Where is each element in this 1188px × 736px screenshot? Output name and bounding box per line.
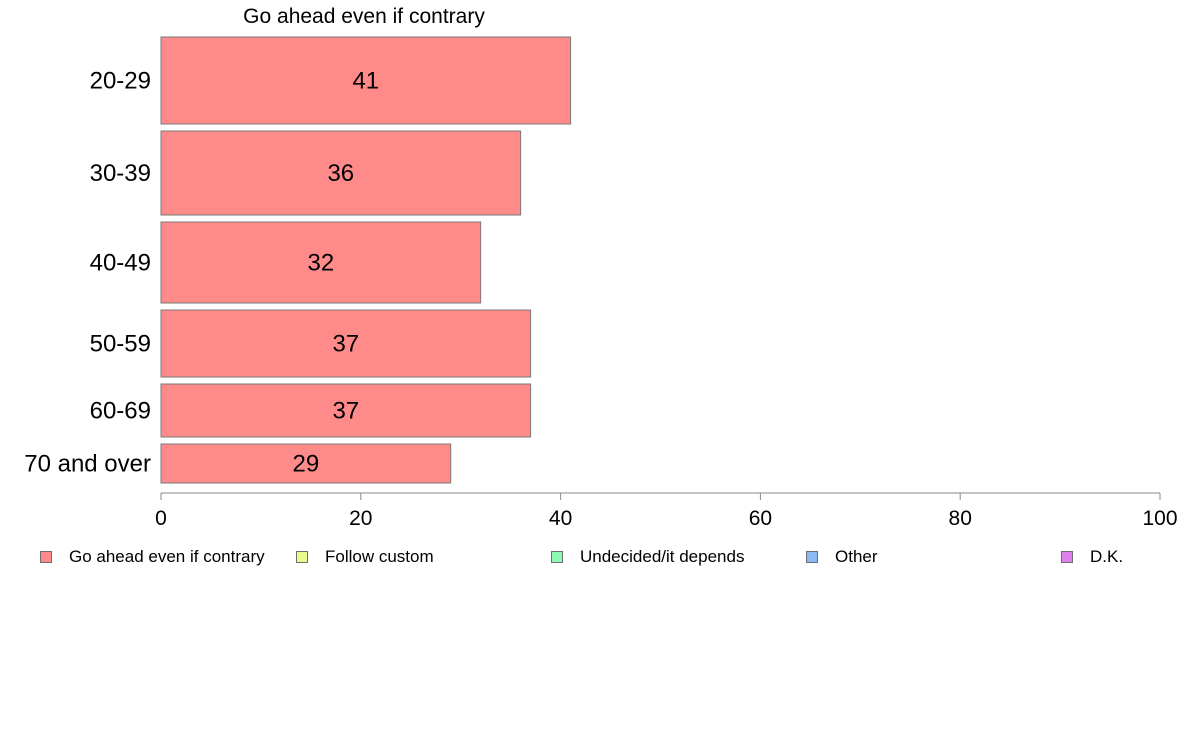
bar-40-49 <box>160 221 482 304</box>
category-label: 30-39 <box>90 160 151 187</box>
bar-30-39 <box>160 130 522 216</box>
legend-swatch-undecided <box>551 551 563 563</box>
legend: Go ahead even if contrary Follow custom … <box>0 547 1188 567</box>
legend-label-go-ahead: Go ahead even if contrary <box>69 547 265 566</box>
bar-60-69 <box>160 383 532 438</box>
x-tick-label: 60 <box>749 507 772 530</box>
chart-title: Go ahead even if contrary <box>243 5 485 28</box>
legend-label-undecided: Undecided/it depends <box>580 547 745 566</box>
category-label: 70 and over <box>24 451 151 478</box>
x-tick-label: 100 <box>1142 507 1177 530</box>
category-label: 40-49 <box>90 250 151 277</box>
bar-value-label: 41 <box>352 68 379 95</box>
legend-item-other: Other <box>806 547 878 567</box>
bar-value-label: 32 <box>307 250 334 277</box>
x-tick-label: 20 <box>349 507 372 530</box>
legend-label-dk: D.K. <box>1090 547 1124 566</box>
legend-item-go-ahead: Go ahead even if contrary <box>40 547 265 567</box>
legend-label-follow-custom: Follow custom <box>325 547 434 566</box>
bar-value-label: 36 <box>327 160 354 187</box>
category-label: 50-59 <box>90 331 151 358</box>
category-label: 60-69 <box>90 398 151 425</box>
x-tick-label: 0 <box>155 507 167 530</box>
bar-value-label: 37 <box>332 398 359 425</box>
legend-item-undecided: Undecided/it depends <box>551 547 744 567</box>
bar-70-and-over <box>160 443 452 484</box>
x-tick-label: 80 <box>949 507 972 530</box>
category-label: 20-29 <box>90 68 151 95</box>
legend-item-dk: D.K. <box>1061 547 1123 567</box>
bar-chart: Go ahead even if contrary 41 20-29 36 30-39… <box>24 5 1177 530</box>
legend-swatch-follow-custom <box>296 551 308 563</box>
legend-swatch-dk <box>1061 551 1073 563</box>
legend-swatch-go-ahead <box>40 551 52 563</box>
bar-20-29 <box>160 36 572 125</box>
bar-50-59 <box>160 309 532 378</box>
bar-value-label: 37 <box>332 331 359 358</box>
bar-value-label: 29 <box>293 451 320 478</box>
legend-swatch-other <box>806 551 818 563</box>
x-tick-label: 40 <box>549 507 572 530</box>
legend-item-follow-custom: Follow custom <box>296 547 434 567</box>
legend-label-other: Other <box>835 547 878 566</box>
